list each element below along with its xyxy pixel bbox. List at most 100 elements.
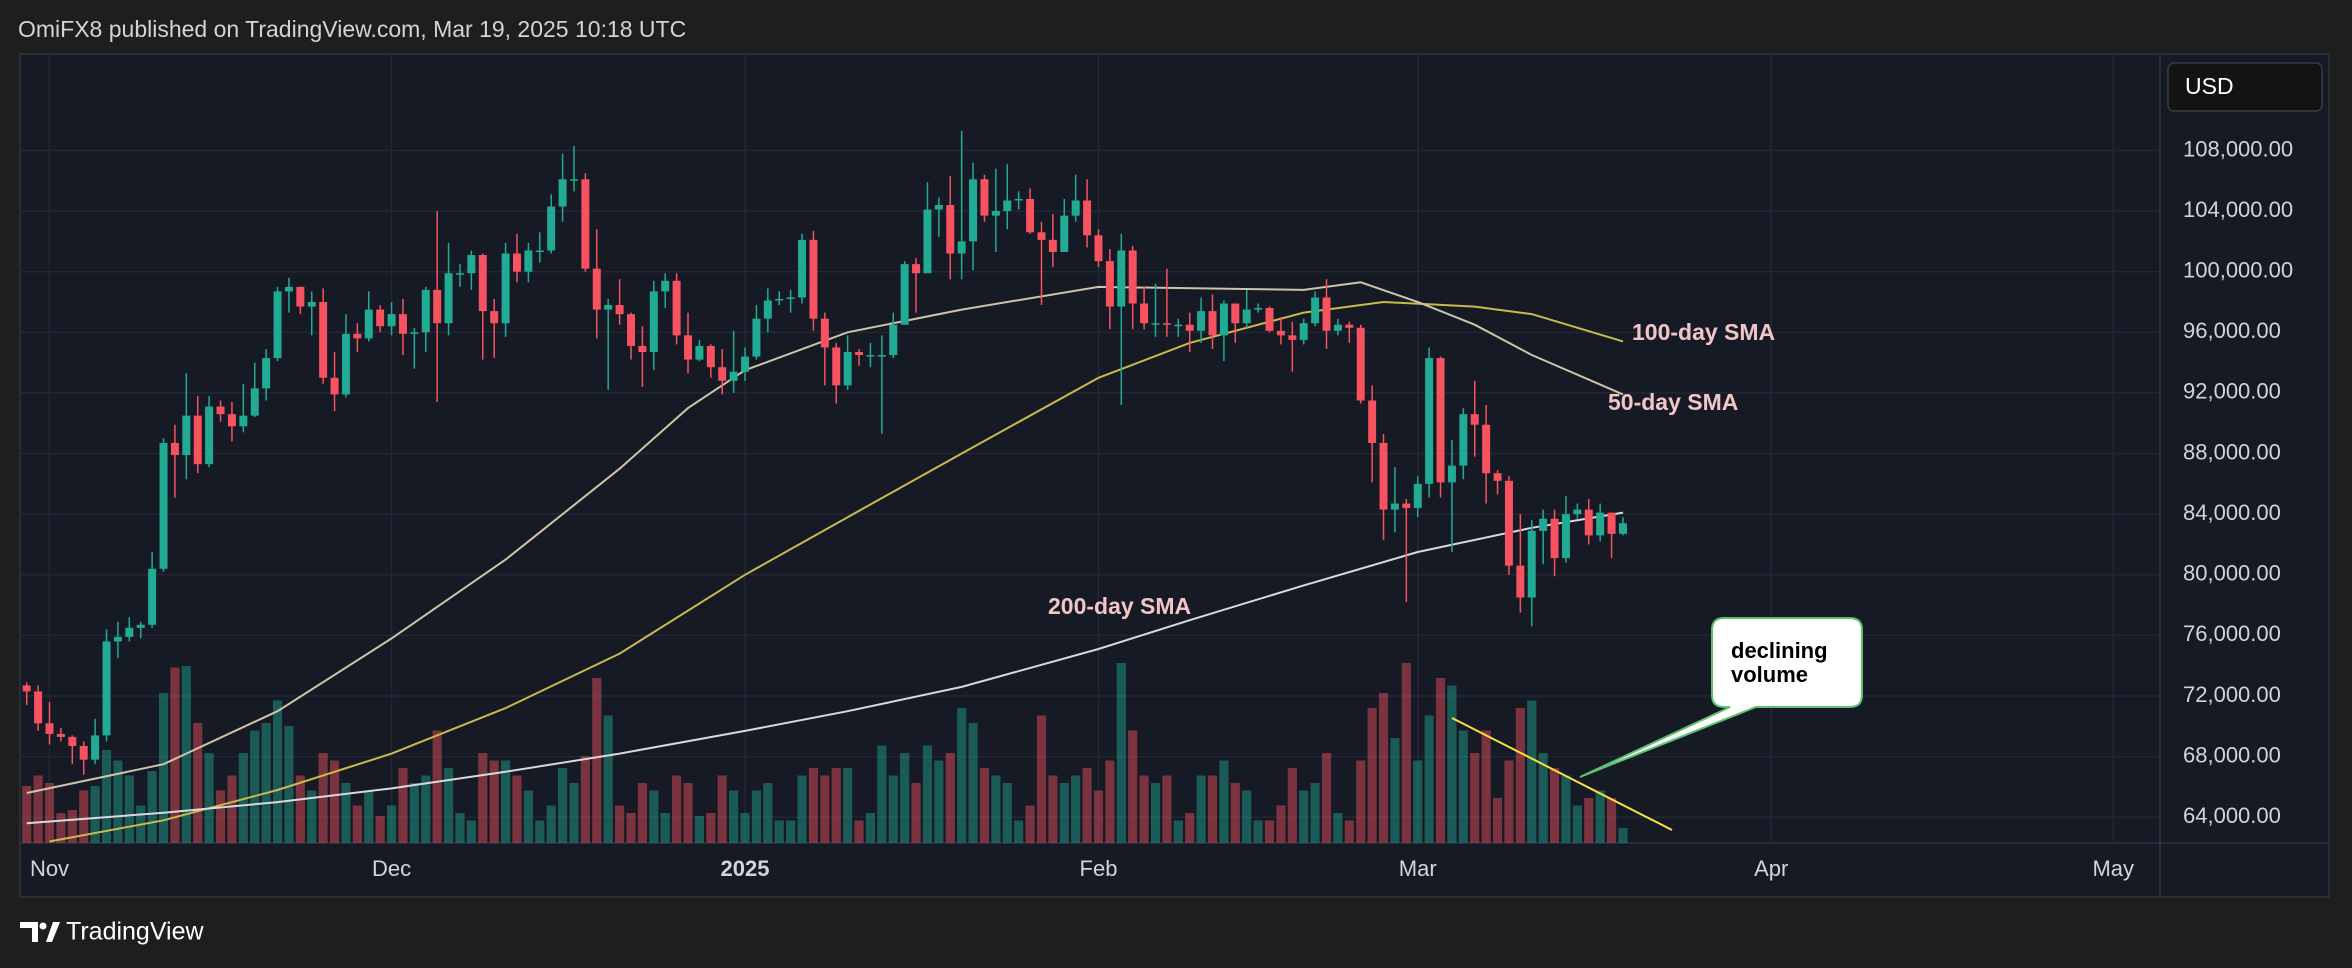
volume-bar [1435, 678, 1446, 843]
candle-body [535, 250, 544, 252]
volume-bar [979, 768, 990, 843]
currency: USD [2185, 73, 2234, 99]
volume-bar [649, 790, 659, 843]
volume-bar [1185, 813, 1195, 843]
candle-body [364, 309, 373, 339]
candle-body [706, 345, 715, 368]
candle-body [980, 179, 989, 216]
candle-body [1413, 483, 1422, 509]
candle-body [729, 371, 738, 381]
candle-body [912, 264, 921, 274]
candle-body [1151, 323, 1160, 325]
candle-body [1368, 400, 1377, 443]
candle-body [1014, 198, 1023, 201]
volume-bar [763, 783, 773, 843]
volume-bar [387, 805, 397, 843]
candle-body [398, 314, 407, 334]
volume-bar [1561, 775, 1571, 843]
candle-body [1265, 308, 1274, 331]
candle-body [1447, 465, 1456, 483]
candle-body [638, 345, 647, 353]
candle-body [843, 352, 852, 386]
y-tick-label: 108,000.00 [2183, 136, 2293, 161]
y-tick-label: 96,000.00 [2183, 318, 2281, 343]
volume-bar [227, 775, 237, 843]
volume-bar [911, 783, 921, 843]
candle-body [1037, 232, 1046, 240]
sma-layer [26, 281, 1624, 843]
volume-bar [1253, 820, 1263, 843]
header: OmiFX8 published on TradingView.com, Mar… [18, 16, 686, 42]
candle-body [752, 318, 761, 357]
axes: 64,000.00 68,000.00 72,000.00 76,000.00 80,0… [30, 136, 2293, 881]
candle-body [1185, 324, 1194, 331]
volume-bar [67, 810, 77, 843]
volume-bar [193, 723, 203, 843]
candle-body [1117, 250, 1126, 307]
candle-body [809, 239, 818, 319]
volume-bar [284, 726, 294, 843]
candle-body [330, 377, 339, 395]
y-tick-label: 84,000.00 [2183, 500, 2281, 525]
candle-body [91, 735, 100, 760]
volume-bar [1014, 820, 1024, 843]
candle-body [604, 305, 613, 310]
volume-bar [626, 813, 636, 843]
volume-bar [421, 775, 431, 843]
candle-body [1402, 503, 1411, 509]
candle-body [832, 347, 841, 386]
volume-bar [1607, 798, 1617, 843]
volume-bar [101, 750, 112, 843]
volume-bar [865, 813, 876, 843]
candle-body [1140, 303, 1149, 324]
volume-bar [592, 678, 602, 843]
sma-line [26, 281, 1624, 794]
candle-body [1573, 509, 1582, 515]
volume-bar [1390, 738, 1400, 843]
volume-bar [660, 813, 670, 843]
candle-body [1162, 323, 1171, 325]
volume-bar [774, 820, 784, 843]
candle-body [410, 332, 419, 334]
volume-bar [215, 790, 226, 843]
volume-bar [808, 768, 818, 843]
volume-bar [1173, 820, 1183, 843]
volume-bar [820, 775, 830, 843]
candle-body [250, 388, 259, 416]
candle-body [1060, 215, 1069, 252]
candle-body [478, 255, 487, 312]
volume-bar [615, 805, 625, 843]
candle-body [239, 415, 248, 427]
volume-bar [1618, 828, 1628, 843]
candle-body [136, 624, 145, 628]
volume-bar [786, 820, 796, 843]
volume-bar [603, 715, 613, 843]
volume-bar [1025, 805, 1035, 843]
candle-body [1470, 414, 1479, 425]
volume-bar [1492, 798, 1503, 843]
candle-body [22, 685, 31, 692]
volume-bar [945, 753, 955, 843]
candle-body [1048, 239, 1057, 252]
candle-body [1071, 200, 1080, 216]
candle-body [421, 289, 430, 333]
volume-bar [375, 816, 385, 843]
callout-text: declining [1731, 638, 1828, 663]
volume-bar [1515, 708, 1525, 843]
candle-body [1288, 335, 1297, 340]
candle-body [444, 273, 453, 324]
x-tick-label: 2025 [721, 856, 770, 881]
candle-body [227, 414, 236, 427]
candle-body [1561, 514, 1570, 559]
candle-layer [22, 130, 1627, 775]
y-tick-label: 88,000.00 [2183, 439, 2281, 464]
candle-body [1003, 200, 1012, 212]
candle-body [1083, 200, 1092, 236]
candle-body [319, 302, 328, 378]
x-tick-label: Nov [30, 856, 69, 881]
volume-bar [717, 775, 727, 843]
sma-label: 50-day SMA [1608, 389, 1738, 415]
volume-bar [1139, 775, 1149, 843]
